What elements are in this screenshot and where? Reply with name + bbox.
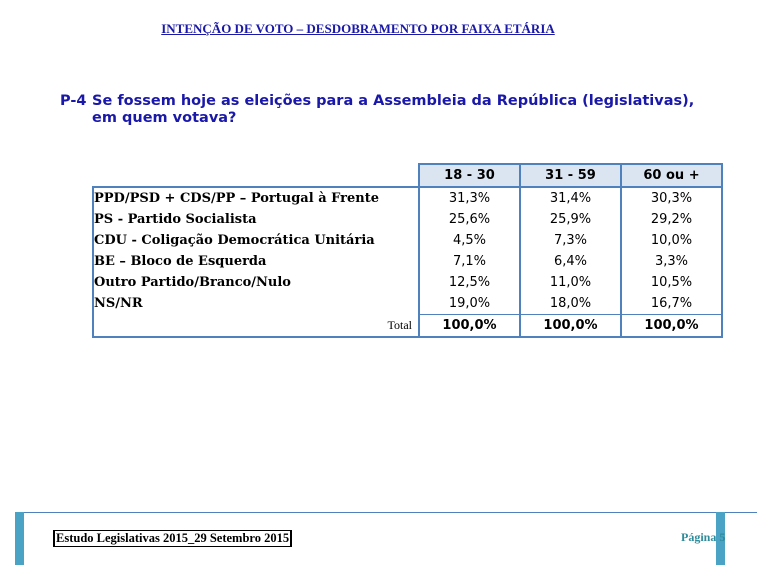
row-label: PS - Partido Socialista — [92, 209, 419, 230]
cell-value: 19,0% — [418, 293, 521, 315]
cell-value: 29,2% — [620, 209, 723, 230]
table-row: NS/NR 19,0% 18,0% 16,7% — [92, 293, 723, 315]
row-label: Outro Partido/Branco/Nulo — [92, 272, 419, 293]
total-value: 100,0% — [620, 314, 723, 338]
footer-study-label: Estudo Legislativas 2015_29 Setembro 201… — [52, 530, 293, 547]
footer-right-bar — [716, 512, 725, 565]
cell-value: 16,7% — [620, 293, 723, 315]
table-corner — [93, 164, 419, 187]
cell-value: 10,0% — [620, 230, 723, 251]
row-label: CDU - Coligação Democrática Unitária — [92, 230, 419, 251]
table-row: PPD/PSD + CDS/PP – Portugal à Frente 31,… — [92, 186, 723, 209]
cell-value: 31,4% — [519, 186, 622, 209]
cell-value: 31,3% — [418, 186, 521, 209]
table-row: CDU - Coligação Democrática Unitária 4,5… — [92, 230, 723, 251]
row-label: BE – Bloco de Esquerda — [92, 251, 419, 272]
page-number: Página 5 — [681, 530, 726, 544]
column-header: 18 - 30 — [418, 163, 521, 188]
results-table: 18 - 30 31 - 59 60 ou + PPD/PSD + CDS/PP… — [92, 163, 723, 338]
cell-value: 3,3% — [620, 251, 723, 272]
table-row: Outro Partido/Branco/Nulo 12,5% 11,0% 10… — [92, 272, 723, 293]
table-row: BE – Bloco de Esquerda 7,1% 6,4% 3,3% — [92, 251, 723, 272]
cell-value: 6,4% — [519, 251, 622, 272]
column-header: 31 - 59 — [519, 163, 622, 188]
column-header: 60 ou + — [620, 163, 723, 188]
cell-value: 7,1% — [418, 251, 521, 272]
table-header-row: 18 - 30 31 - 59 60 ou + — [93, 163, 723, 188]
cell-value: 12,5% — [418, 272, 521, 293]
total-value: 100,0% — [519, 314, 622, 338]
cell-value: 18,0% — [519, 293, 622, 315]
total-row: Total 100,0% 100,0% 100,0% — [92, 314, 723, 338]
question-block: P-4 Se fossem hoje as eleições para a As… — [60, 93, 700, 127]
cell-value: 25,9% — [519, 209, 622, 230]
cell-value: 30,3% — [620, 186, 723, 209]
question-number: P-4 — [60, 93, 87, 109]
question-text: Se fossem hoje as eleições para a Assemb… — [92, 93, 695, 126]
cell-value: 7,3% — [519, 230, 622, 251]
cell-value: 25,6% — [418, 209, 521, 230]
total-label: Total — [92, 314, 419, 338]
page-heading: INTENÇÃO DE VOTO – DESDOBRAMENTO POR FAI… — [161, 21, 555, 36]
row-label: PPD/PSD + CDS/PP – Portugal à Frente — [92, 186, 419, 209]
footer-study-text: Estudo Legislativas 2015_29 Setembro 201… — [55, 531, 291, 546]
table-row: PS - Partido Socialista 25,6% 25,9% 29,2… — [92, 209, 723, 230]
footer-rule — [20, 512, 757, 513]
cell-value: 4,5% — [418, 230, 521, 251]
row-label: NS/NR — [92, 293, 419, 315]
total-value: 100,0% — [418, 314, 521, 338]
footer-left-bar — [15, 512, 24, 565]
cell-value: 11,0% — [519, 272, 622, 293]
cell-value: 10,5% — [620, 272, 723, 293]
